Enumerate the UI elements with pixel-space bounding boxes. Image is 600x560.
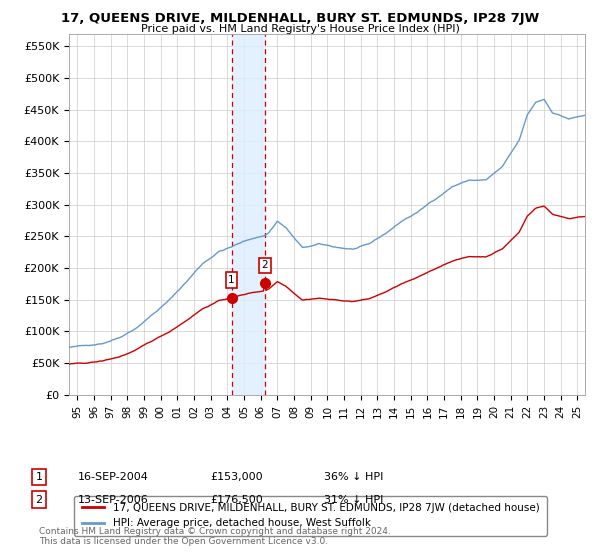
Text: 2: 2	[35, 494, 43, 505]
Text: 2: 2	[262, 260, 268, 270]
Text: 31% ↓ HPI: 31% ↓ HPI	[324, 494, 383, 505]
Text: £153,000: £153,000	[210, 472, 263, 482]
Legend: 17, QUEENS DRIVE, MILDENHALL, BURY ST. EDMUNDS, IP28 7JW (detached house), HPI: : 17, QUEENS DRIVE, MILDENHALL, BURY ST. E…	[74, 496, 547, 535]
Text: 1: 1	[35, 472, 43, 482]
Text: Contains HM Land Registry data © Crown copyright and database right 2024.
This d: Contains HM Land Registry data © Crown c…	[39, 526, 391, 546]
Text: Price paid vs. HM Land Registry's House Price Index (HPI): Price paid vs. HM Land Registry's House …	[140, 24, 460, 34]
Text: 36% ↓ HPI: 36% ↓ HPI	[324, 472, 383, 482]
Text: 16-SEP-2004: 16-SEP-2004	[78, 472, 149, 482]
Text: 17, QUEENS DRIVE, MILDENHALL, BURY ST. EDMUNDS, IP28 7JW: 17, QUEENS DRIVE, MILDENHALL, BURY ST. E…	[61, 12, 539, 25]
Text: 1: 1	[228, 275, 235, 285]
Text: 13-SEP-2006: 13-SEP-2006	[78, 494, 149, 505]
Bar	[232, 34, 265, 395]
Text: £176,500: £176,500	[210, 494, 263, 505]
